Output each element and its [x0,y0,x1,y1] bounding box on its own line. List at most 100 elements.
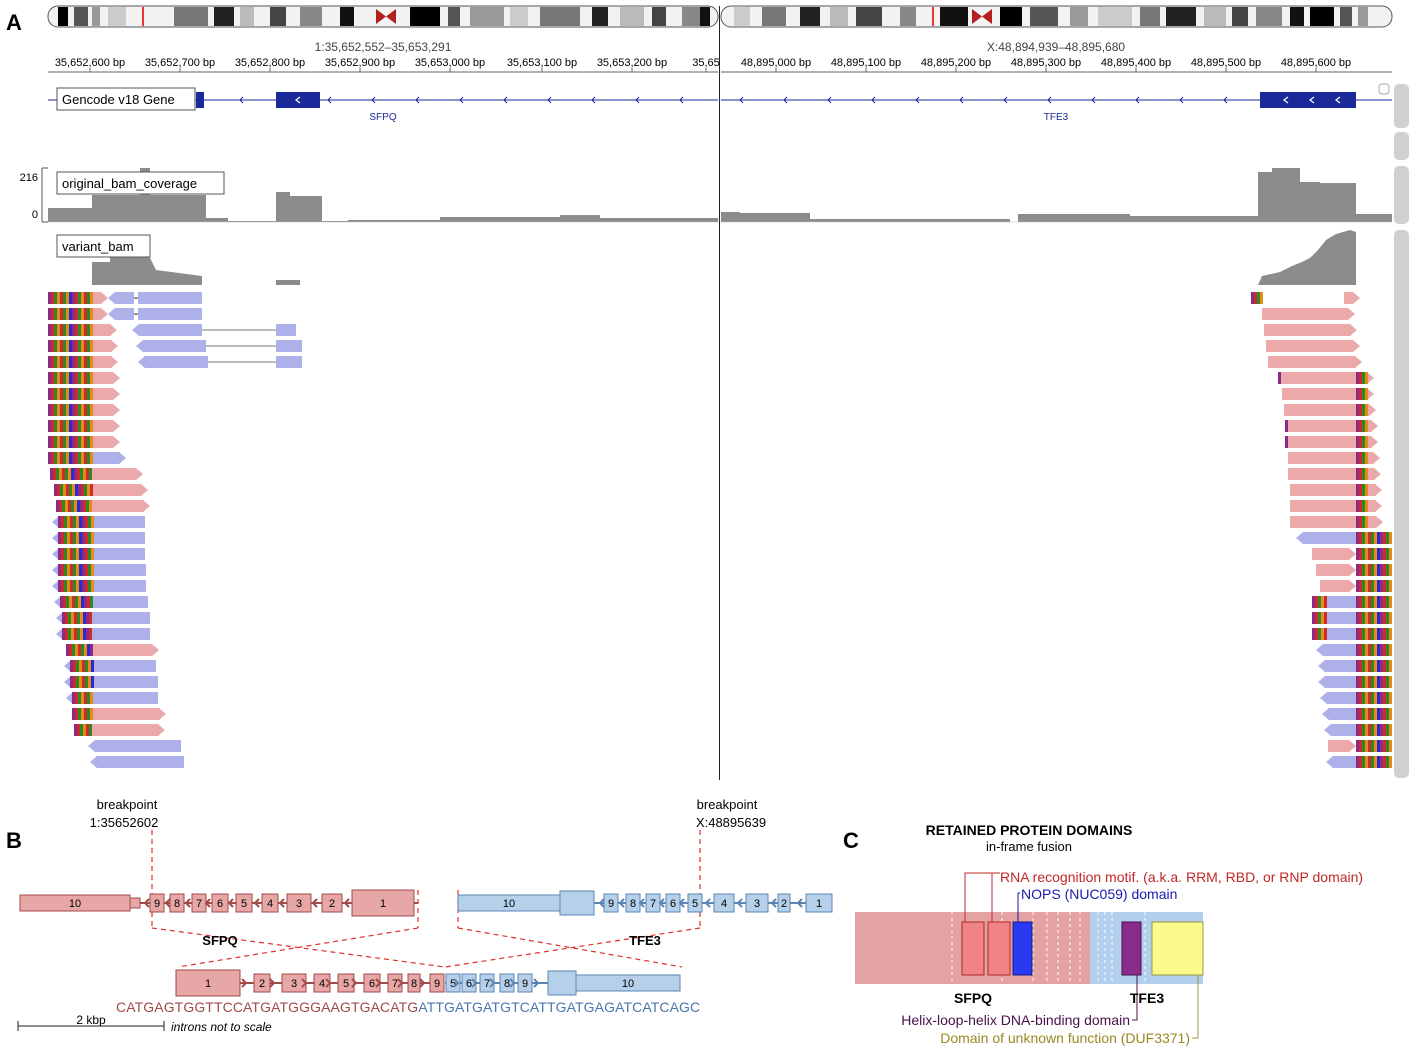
strand-arrow [591,96,596,104]
intron-arrow [311,898,318,908]
mismatch-block [1365,708,1368,720]
mismatch-block [60,404,63,416]
mismatch-block [66,324,69,336]
mismatch-block [83,612,86,624]
position-ruler: 35,652,600 bp 35,652,700 bp 35,652,800 bp 3… [48,57,1392,73]
mismatch-block [87,596,90,608]
mismatch-block [76,676,79,688]
mismatch-block [62,500,65,512]
intron-arrow [343,898,350,908]
mismatch-block [88,548,91,560]
ruler-tick-label: 48,895,500 bp [1191,57,1261,69]
mismatch-block [53,468,56,480]
mismatch-block [75,292,78,304]
read [1320,692,1356,704]
mismatch-block [57,356,60,368]
mismatch-block [1374,724,1377,736]
mismatch-block [78,388,81,400]
mismatch-block [1371,692,1374,704]
mismatch-block [1383,580,1386,592]
mismatch-block [72,292,75,304]
mismatch-block [75,644,78,656]
ideogram-band [800,7,820,26]
read [1280,372,1374,384]
exon-number: 1 [380,898,386,910]
mismatch-block [1368,580,1371,592]
mismatch-block [76,564,79,576]
mismatch-block [67,548,70,560]
mismatch-block [60,356,63,368]
ideogram-band [1256,7,1282,26]
strand-arrow [739,96,744,104]
track-scrollbars[interactable] [1378,83,1409,778]
mismatch-block [1383,756,1386,768]
read [1324,724,1356,736]
mismatch-block [1380,580,1383,592]
duf-label: Domain of unknown function (DUF3371) [940,1030,1190,1046]
mismatch-block [1371,532,1374,544]
mismatch-block [1356,436,1359,448]
strand-arrow [371,96,376,104]
mismatch-block [78,644,81,656]
ideogram-band [1310,7,1334,26]
exon [351,889,415,917]
mismatch-block [75,340,78,352]
mismatch-block [72,436,75,448]
ideogram-band [1070,7,1088,26]
mismatch-block [70,660,73,672]
mismatch-block [74,500,77,512]
mismatch-block [66,644,69,656]
mismatch-block [72,692,75,704]
mismatch-block [60,436,63,448]
mismatch-block [48,372,51,384]
mismatch-block [1257,292,1260,304]
mismatch-block [1377,692,1380,704]
mismatch-block [62,628,65,640]
mismatch-block [1389,676,1392,688]
mismatch-block [69,324,72,336]
mismatch-block [1356,724,1359,736]
mismatch-block [1359,628,1362,640]
mismatch-block [1380,644,1383,656]
scale-bar: 2 kbp introns not to scale [17,1013,272,1034]
intron-arrow [278,898,285,908]
svg-text:original_bam_coverage: original_bam_coverage [62,176,197,191]
ideogram-band [410,7,440,26]
mismatch-block [84,436,87,448]
mismatch-block [1356,452,1359,464]
read [108,308,134,320]
read [88,740,181,752]
intron-arrow [704,898,711,908]
mismatch-block [87,292,90,304]
tfe3-gene-structure: 10 9 8 7 6 5 4 3 2 1 [457,890,833,916]
mismatch-block [73,516,76,528]
mismatch-block [75,708,78,720]
variant-track-label[interactable]: variant_bam [56,234,151,258]
mismatch-block [70,676,73,688]
mismatch-block [1356,564,1359,576]
exon-number: 8 [174,898,180,910]
mismatch-block [56,468,59,480]
mismatch-block [1356,660,1359,672]
mismatch-block [84,692,87,704]
mismatch-block [1324,596,1327,608]
mismatch-block [1389,564,1392,576]
mismatch-block [1365,564,1368,576]
gene-track-label[interactable]: Gencode v18 Gene [56,87,196,111]
mismatch-block [81,372,84,384]
mismatch-block [87,484,90,496]
mismatch-block [87,692,90,704]
mismatch-block [1383,724,1386,736]
mismatch-block [81,484,84,496]
coverage-track-label[interactable]: original_bam_coverage [56,171,225,195]
mismatch-block [1359,644,1362,656]
intron-arrow [598,898,605,908]
mismatch-block [89,628,92,640]
nops-label: NOPS (NUC059) domain [1021,886,1177,902]
mismatch-block [70,564,73,576]
mismatch-block [1365,452,1368,464]
mismatch-block [1362,372,1365,384]
mismatch-block [69,644,72,656]
mismatch-block [85,564,88,576]
exon [559,890,595,916]
